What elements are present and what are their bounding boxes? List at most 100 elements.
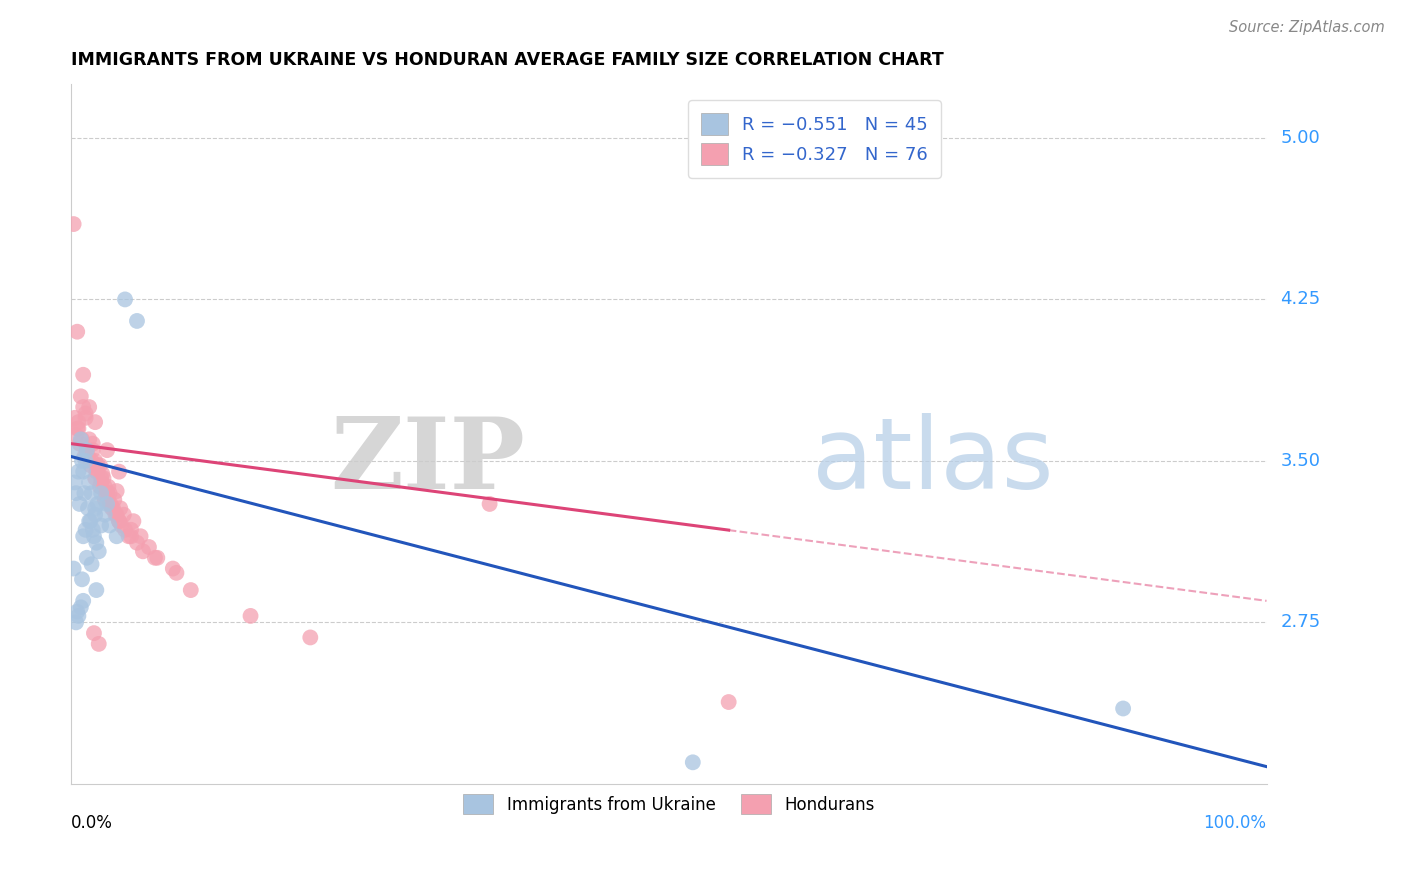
Point xyxy=(65,615,87,630)
Point xyxy=(108,465,131,479)
Point xyxy=(69,600,91,615)
Point xyxy=(90,486,112,500)
Point xyxy=(62,561,84,575)
Point xyxy=(91,467,114,481)
Point xyxy=(120,523,142,537)
Point xyxy=(117,529,139,543)
Point xyxy=(67,608,90,623)
Point xyxy=(77,450,100,464)
Point xyxy=(103,492,125,507)
Point xyxy=(98,486,121,500)
Point xyxy=(87,544,110,558)
Point xyxy=(83,626,105,640)
Y-axis label: Average Family Size: Average Family Size xyxy=(0,351,17,517)
Point xyxy=(66,421,89,435)
Text: 2.75: 2.75 xyxy=(1281,614,1320,632)
Text: 100.0%: 100.0% xyxy=(1204,814,1267,832)
Point xyxy=(90,518,112,533)
Point xyxy=(100,497,122,511)
Point xyxy=(98,518,121,533)
Point xyxy=(72,368,94,382)
Point xyxy=(93,492,115,507)
Point xyxy=(79,514,101,528)
Point xyxy=(114,293,136,307)
Point xyxy=(90,475,112,490)
Text: atlas: atlas xyxy=(813,414,1054,510)
Point xyxy=(84,508,107,522)
Point xyxy=(93,508,115,522)
Point xyxy=(478,497,501,511)
Point xyxy=(66,605,89,619)
Point xyxy=(84,471,107,485)
Point xyxy=(67,415,90,429)
Point xyxy=(76,443,98,458)
Point xyxy=(86,535,108,549)
Point xyxy=(77,400,100,414)
Point xyxy=(65,486,87,500)
Text: ZIP: ZIP xyxy=(330,414,526,510)
Point xyxy=(84,454,107,468)
Point xyxy=(132,544,155,558)
Point xyxy=(83,529,105,543)
Point xyxy=(65,428,87,442)
Point xyxy=(66,443,89,458)
Point xyxy=(101,501,124,516)
Point xyxy=(96,486,118,500)
Point xyxy=(104,508,127,522)
Point xyxy=(105,529,128,543)
Point xyxy=(80,558,103,572)
Point xyxy=(67,421,90,435)
Point xyxy=(82,523,104,537)
Point xyxy=(98,497,121,511)
Text: 3.50: 3.50 xyxy=(1281,452,1320,470)
Point xyxy=(93,471,115,485)
Point xyxy=(299,631,322,645)
Point xyxy=(75,407,97,421)
Point xyxy=(86,583,108,598)
Point xyxy=(70,454,93,468)
Point xyxy=(108,514,131,528)
Point xyxy=(72,400,94,414)
Point xyxy=(86,458,108,473)
Point xyxy=(112,508,135,522)
Point xyxy=(94,486,117,500)
Point xyxy=(114,523,136,537)
Point xyxy=(110,501,132,516)
Point xyxy=(63,475,86,490)
Point xyxy=(79,458,101,473)
Point xyxy=(63,410,86,425)
Text: Source: ZipAtlas.com: Source: ZipAtlas.com xyxy=(1229,20,1385,35)
Point xyxy=(86,465,108,479)
Point xyxy=(69,497,91,511)
Point xyxy=(76,443,98,458)
Point xyxy=(1112,701,1135,715)
Point xyxy=(122,514,145,528)
Point xyxy=(89,480,111,494)
Point xyxy=(105,483,128,498)
Point xyxy=(180,583,202,598)
Point xyxy=(138,540,160,554)
Point xyxy=(75,410,97,425)
Point xyxy=(73,450,96,464)
Legend: Immigrants from Ukraine, Hondurans: Immigrants from Ukraine, Hondurans xyxy=(457,788,882,821)
Point xyxy=(70,433,93,447)
Point xyxy=(77,433,100,447)
Point xyxy=(86,497,108,511)
Point xyxy=(62,217,84,231)
Point xyxy=(75,454,97,468)
Point xyxy=(86,465,108,479)
Point xyxy=(96,497,118,511)
Point xyxy=(77,501,100,516)
Point xyxy=(72,594,94,608)
Point xyxy=(69,389,91,403)
Point xyxy=(69,433,91,447)
Point xyxy=(73,486,96,500)
Point xyxy=(82,443,104,458)
Point xyxy=(125,535,148,549)
Point xyxy=(67,465,90,479)
Point xyxy=(90,471,112,485)
Point xyxy=(120,529,142,543)
Point xyxy=(101,501,124,516)
Point xyxy=(682,756,704,770)
Point xyxy=(77,475,100,490)
